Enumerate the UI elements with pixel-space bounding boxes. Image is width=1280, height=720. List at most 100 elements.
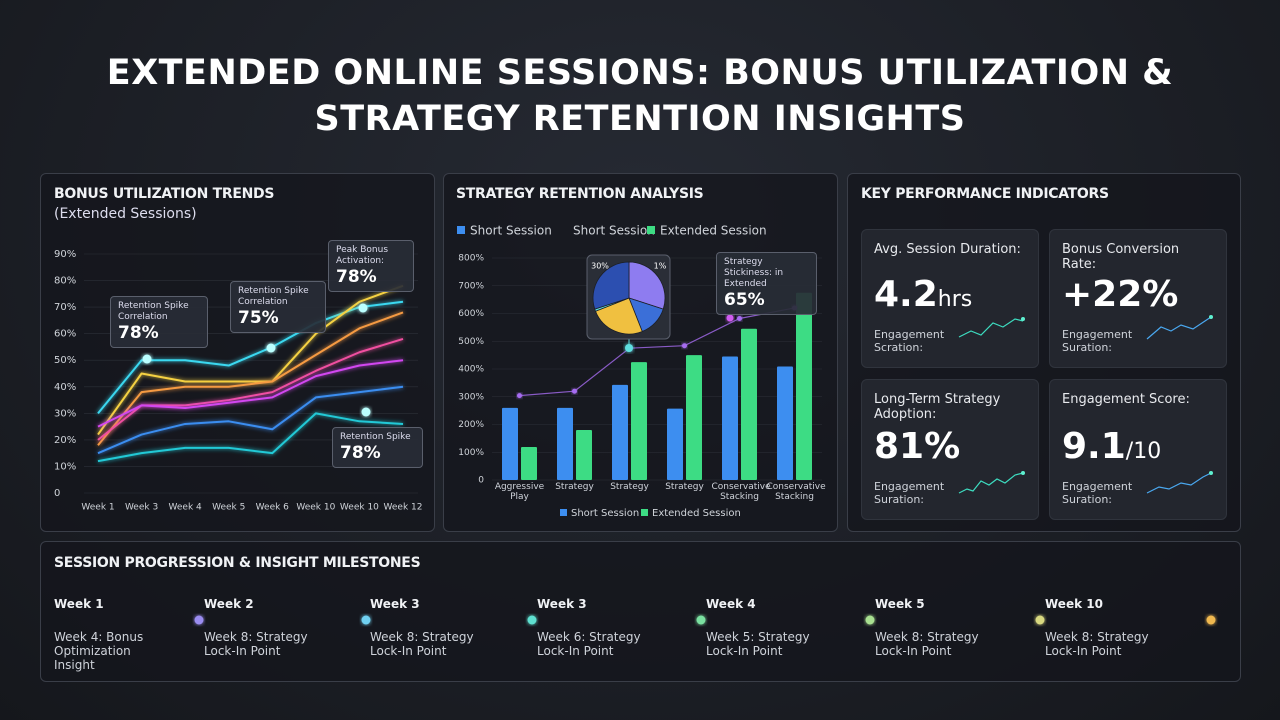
panel-title: KEY PERFORMANCE INDICATORS: [861, 186, 1109, 202]
series-line: [97, 412, 404, 463]
sparkline-path: [958, 472, 1024, 494]
annotation-value: 78%: [336, 267, 377, 287]
y-tick-label: 100%: [458, 448, 484, 458]
legend-swatch: [647, 226, 655, 234]
timeline-dot: [194, 615, 204, 625]
kpi-label: Avg. Session Duration:: [874, 242, 1021, 257]
kpi-value: +22%: [1062, 274, 1178, 315]
sparkline: [1146, 471, 1213, 494]
kpi-note: Engagement Suration:: [1062, 480, 1133, 506]
series-line: [97, 284, 404, 436]
x-tick-label: Strategy: [665, 482, 704, 492]
y-tick-label: 60%: [54, 329, 76, 340]
kpi-value: 9.1/10: [1062, 426, 1161, 467]
x-tick-label: Week 3: [125, 503, 158, 513]
legend-label: Short Session: [571, 508, 639, 519]
legend-swatch: [641, 509, 648, 516]
bar: [521, 446, 537, 480]
timeline-dot: [361, 615, 371, 625]
milestone-week: Week 10: [1045, 597, 1103, 611]
y-tick-label: 0: [478, 476, 484, 486]
bar: [502, 407, 518, 480]
bar: [777, 366, 793, 480]
annotation-text: Retention Spike Correlation: [118, 301, 189, 322]
page-title: EXTENDED ONLINE SESSIONS: BONUS UTILIZAT…: [106, 53, 1174, 139]
kpi-number: 4.2: [874, 274, 938, 315]
x-tick-label: Conservative Stacking: [711, 482, 771, 502]
kpi-number: 81%: [874, 426, 961, 467]
sparkline-dot: [1021, 317, 1025, 321]
panel-title: SESSION PROGRESSION & INSIGHT MILESTONES: [54, 555, 421, 571]
bar: [557, 407, 573, 480]
legend-swatch: [457, 226, 465, 234]
y-tick-label: 10%: [54, 461, 76, 472]
milestone-week: Week 3: [537, 597, 587, 611]
y-tick-label: 700%: [458, 281, 484, 291]
bar: [612, 384, 628, 480]
kpi-unit: /10: [1125, 439, 1162, 464]
y-tick-label: 30%: [54, 408, 76, 419]
kpi-card: Avg. Session Duration: 4.2hrs Engagement S…: [861, 229, 1039, 368]
kpi-card: Bonus Conversion Rate: +22% Engagement Sur…: [1049, 229, 1227, 368]
annotation-value: 75%: [238, 308, 279, 328]
sparkline-path: [1146, 472, 1212, 494]
y-tick-label: 800%: [458, 254, 484, 264]
bar: [631, 362, 647, 480]
kpi-label: Long-Term Strategy Adoption:: [874, 392, 1001, 422]
x-tick-label: Week 1: [81, 503, 114, 513]
x-tick-label: Week 10: [340, 503, 379, 513]
kpi-note: Engagement Suration:: [874, 480, 945, 506]
x-tick-label: Week 4: [169, 503, 203, 513]
x-tick-label: Week 10: [296, 503, 335, 513]
kpi-value: 4.2hrs: [874, 274, 972, 315]
timeline-dot: [1035, 615, 1045, 625]
timeline-dot: [1206, 615, 1216, 625]
kpi-note: Engagement Scration:: [874, 328, 945, 354]
milestone-week: Week 5: [875, 597, 925, 611]
annotation-text: Peak Bonus Activation:: [336, 245, 389, 266]
milestone-text: Week 4: Bonus Optimization Insight: [54, 630, 144, 672]
marker-dot: [266, 343, 276, 353]
bar: [576, 430, 592, 480]
trend-dot: [737, 315, 742, 321]
timeline-dot: [696, 615, 706, 625]
marker-dot: [361, 407, 371, 417]
y-tick-label: 500%: [458, 337, 484, 347]
timeline-dot: [527, 615, 537, 625]
pie-slice: [592, 261, 630, 310]
kpi-label: Bonus Conversion Rate:: [1062, 242, 1180, 272]
timeline-panel: [40, 541, 1241, 682]
kpi-value: 81%: [874, 426, 960, 467]
panel-title: BONUS UTILIZATION TRENDS: [54, 186, 275, 202]
trend-line: [519, 307, 795, 397]
milestone-text: Week 8: Strategy Lock-In Point: [875, 630, 979, 658]
y-tick-label: 20%: [54, 435, 76, 446]
bar: [686, 355, 702, 480]
bar: [667, 408, 683, 480]
annotation: Retention Spike Correlation 78%: [110, 296, 208, 348]
legend-swatch: [560, 509, 567, 516]
milestone-week: Week 3: [370, 597, 420, 611]
y-tick-label: 50%: [54, 355, 76, 366]
series-line: [97, 385, 404, 455]
sparkline: [1146, 315, 1213, 340]
sparkline-dot: [1209, 471, 1213, 475]
line-panel: [40, 173, 435, 532]
kpi-note: Engagement Suration:: [1062, 328, 1133, 354]
pie-slice: [628, 261, 666, 310]
bar: [741, 328, 757, 480]
panel-subtitle: (Extended Sessions): [54, 206, 197, 222]
kpi-number: 9.1: [1062, 426, 1126, 467]
y-tick-label: 200%: [458, 420, 484, 430]
marker-dot: [358, 303, 368, 313]
x-tick-label: Strategy: [555, 482, 594, 492]
sparkline: [958, 317, 1025, 338]
x-tick-label: Aggressive Play: [494, 482, 545, 502]
kpi-unit: hrs: [937, 287, 973, 312]
legend-label: Short Session: [573, 224, 655, 238]
kpi-card: Long-Term Strategy Adoption: 81% Engagemen…: [861, 379, 1039, 520]
annotation-value: 65%: [724, 290, 765, 310]
x-tick-label: Strategy: [610, 482, 649, 492]
timeline-dot: [865, 615, 875, 625]
